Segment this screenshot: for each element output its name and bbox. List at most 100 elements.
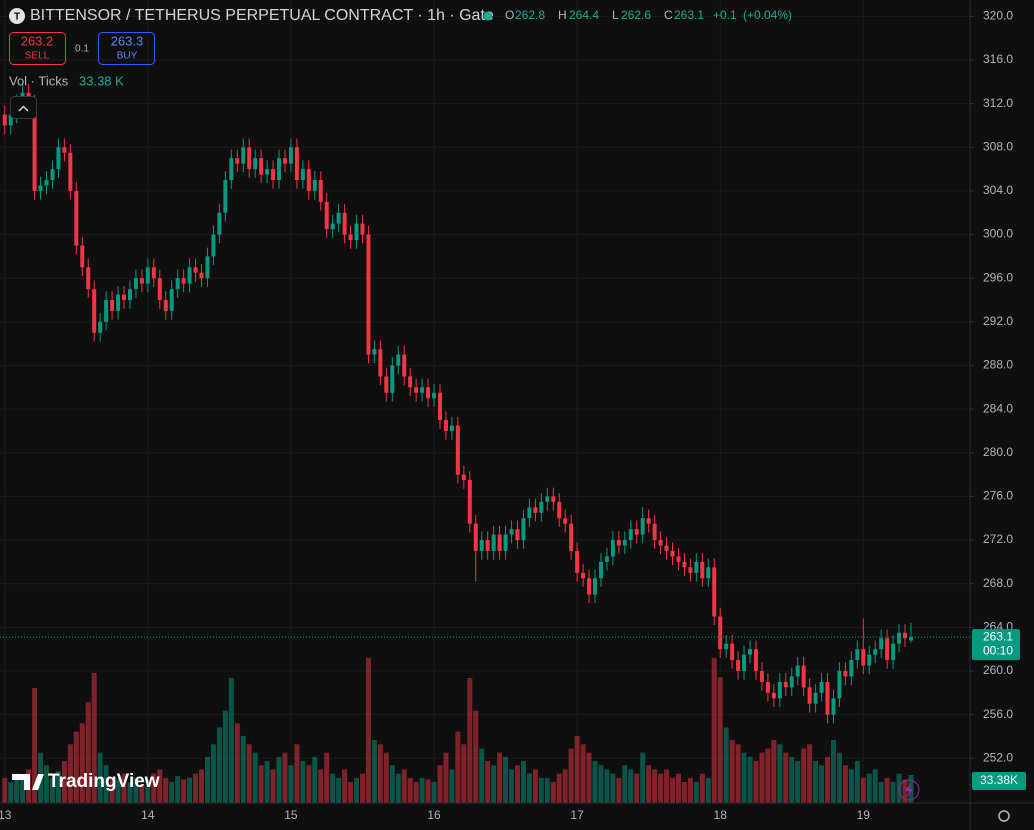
volume-bar: [526, 773, 532, 803]
volume-bar: [908, 774, 914, 803]
volume-bar: [342, 769, 348, 803]
candle-body: [187, 267, 192, 284]
candle-body: [694, 561, 699, 573]
volume-bar: [771, 740, 777, 803]
volume-bar: [729, 740, 735, 803]
candle-body: [133, 278, 138, 290]
candle-body: [306, 169, 311, 191]
sell-button[interactable]: [9, 32, 66, 65]
volume-bar: [789, 756, 795, 803]
volume-bar: [377, 744, 383, 803]
candle-body: [348, 234, 353, 241]
volume-bar: [836, 752, 842, 803]
volume-bar: [228, 677, 234, 803]
volume-bar: [902, 779, 908, 803]
volume-bar: [705, 777, 711, 803]
candle-body: [503, 534, 508, 551]
x-tick-label: 14: [141, 808, 155, 822]
candle-body: [575, 550, 580, 573]
volume-bar: [449, 769, 455, 803]
candle-body: [461, 474, 466, 481]
status-dot: [483, 11, 493, 21]
candle-body: [610, 540, 615, 557]
volume-bar: [586, 752, 592, 803]
volume-bar: [32, 688, 38, 803]
candle-body: [640, 518, 645, 535]
candle-body: [44, 180, 49, 186]
x-tick-label: 18: [714, 808, 728, 822]
volume-bar: [73, 731, 79, 803]
volume-bar: [795, 761, 801, 803]
volume-bar: [389, 765, 395, 803]
volume-bar: [544, 777, 550, 803]
candle-body: [163, 300, 168, 311]
volume-pane: [2, 657, 914, 803]
volume-bar: [157, 769, 163, 803]
lightning-button[interactable]: [898, 779, 920, 801]
volume-bar: [890, 782, 896, 803]
volume-bar: [181, 779, 187, 803]
candle-body: [455, 425, 460, 475]
volume-legend-value: 33.38 K: [79, 73, 124, 88]
candle-body: [676, 556, 681, 562]
candle-body: [253, 158, 258, 170]
candle-body: [634, 529, 639, 535]
volume-bar: [151, 773, 157, 803]
candle-body: [664, 545, 669, 551]
volume-bar: [848, 769, 854, 803]
candle-body: [199, 272, 204, 279]
candle-body: [587, 578, 592, 595]
volume-bar: [204, 756, 210, 803]
candle-body: [736, 660, 741, 671]
buy-button[interactable]: [98, 32, 155, 65]
x-tick-label: 17: [570, 808, 584, 822]
candle-body: [831, 698, 836, 715]
volume-bar: [91, 672, 97, 803]
volume-bar: [479, 748, 485, 803]
candle-body: [652, 523, 657, 541]
volume-bar: [216, 727, 222, 803]
countdown: 00:10: [983, 643, 1013, 657]
volume-bar: [675, 773, 681, 803]
candle-body: [843, 670, 848, 677]
candle-body: [801, 665, 806, 688]
candle-body: [384, 376, 389, 393]
candle-body: [491, 534, 496, 551]
candle-body: [849, 660, 854, 677]
candle-body: [408, 376, 413, 388]
volume-bar: [699, 773, 705, 803]
candle-body: [217, 212, 222, 235]
candle-body: [68, 152, 73, 191]
volume-bar: [67, 744, 73, 803]
volume-bar: [711, 657, 717, 803]
candle-body: [712, 567, 717, 617]
volume-bar: [592, 761, 598, 803]
ohlc-label: H: [558, 8, 567, 22]
volume-bar: [461, 744, 467, 803]
volume-bar: [437, 765, 443, 803]
volume-bar: [687, 777, 693, 803]
settings-button[interactable]: [998, 810, 1010, 822]
volume-bar: [193, 773, 199, 803]
volume-bar: [723, 727, 729, 803]
volume-bar: [783, 752, 789, 803]
candle-body: [127, 289, 132, 301]
volume-bar: [359, 773, 365, 803]
candle-body: [598, 561, 603, 579]
ohlc-label: L: [612, 8, 619, 22]
volume-bar: [20, 779, 26, 803]
symbol-icon[interactable]: [9, 8, 25, 24]
candle-body: [145, 267, 150, 284]
volume-bar: [199, 769, 205, 803]
volume-bar: [246, 744, 252, 803]
change: +0.1: [713, 8, 737, 22]
volume-bar: [801, 748, 807, 803]
volume-bar: [467, 677, 473, 803]
candle-body: [86, 267, 91, 290]
chart-title[interactable]: BITTENSOR / TETHERUS PERPETUAL CONTRACT …: [30, 7, 494, 24]
volume-bar: [574, 735, 580, 803]
candle-body: [277, 158, 282, 181]
volume-bar: [830, 740, 836, 803]
candle-body: [533, 507, 538, 513]
volume-bar: [175, 776, 181, 803]
